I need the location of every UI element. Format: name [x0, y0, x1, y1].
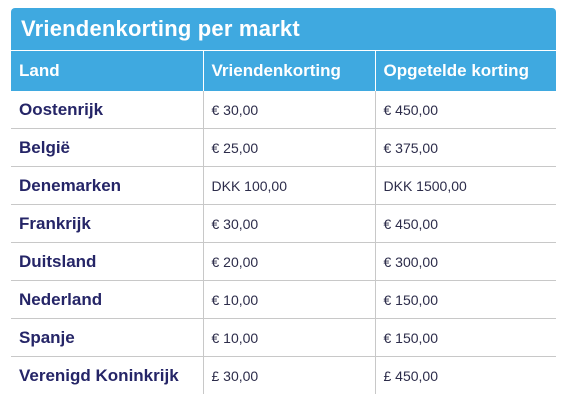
- cell-vriendenkorting: € 30,00: [203, 91, 376, 129]
- cell-vriendenkorting: € 20,00: [203, 242, 376, 281]
- cell-land: België: [11, 128, 204, 167]
- table-row: Duitsland € 20,00 € 300,00: [11, 242, 556, 281]
- table-row: Denemarken DKK 100,00 DKK 1500,00: [11, 166, 556, 205]
- cell-vriendenkorting: € 10,00: [203, 280, 376, 319]
- cell-opgetelde-korting: € 300,00: [375, 242, 556, 281]
- cell-opgetelde-korting: € 150,00: [375, 318, 556, 357]
- cell-land: Denemarken: [11, 166, 204, 205]
- cell-opgetelde-korting: € 450,00: [375, 204, 556, 243]
- cell-land: Verenigd Koninkrijk: [11, 356, 204, 394]
- cell-land: Spanje: [11, 318, 204, 357]
- cell-land: Duitsland: [11, 242, 204, 281]
- cell-opgetelde-korting: € 375,00: [375, 128, 556, 167]
- cell-vriendenkorting: € 10,00: [203, 318, 376, 357]
- cell-opgetelde-korting: DKK 1500,00: [375, 166, 556, 205]
- cell-land: Frankrijk: [11, 204, 204, 243]
- table-title-bar: Vriendenkorting per markt: [11, 8, 556, 50]
- table-row: Oostenrijk € 30,00 € 450,00: [11, 91, 556, 129]
- table-row: België € 25,00 € 375,00: [11, 128, 556, 167]
- table-row: Verenigd Koninkrijk £ 30,00 £ 450,00: [11, 356, 556, 394]
- cell-opgetelde-korting: £ 450,00: [383, 367, 439, 384]
- cell-land: Oostenrijk: [11, 91, 204, 129]
- cell-opgetelde-korting: € 450,00: [375, 91, 556, 129]
- table-row: Nederland € 10,00 € 150,00: [11, 280, 556, 319]
- cell-vriendenkorting: € 25,00: [203, 128, 376, 167]
- cell-vriendenkorting: £ 30,00: [203, 356, 376, 394]
- cell-land: Nederland: [11, 280, 204, 319]
- discount-table-card: Vriendenkorting per markt Land Vriendenk…: [11, 8, 556, 394]
- column-header-land: Land: [11, 50, 204, 91]
- column-header-opgetelde-korting: Opgetelde korting: [375, 50, 556, 91]
- cell-vriendenkorting: DKK 100,00: [203, 166, 376, 205]
- column-header-vriendenkorting: Vriendenkorting: [203, 50, 376, 91]
- table-title: Vriendenkorting per markt: [21, 16, 300, 41]
- discount-table: Land Vriendenkorting Opgetelde korting O…: [11, 50, 556, 394]
- cell-vriendenkorting: € 30,00: [203, 204, 376, 243]
- cell-opgetelde-korting: € 150,00: [375, 280, 556, 319]
- table-header-row: Land Vriendenkorting Opgetelde korting: [11, 50, 556, 91]
- table-row: Spanje € 10,00 € 150,00: [11, 318, 556, 357]
- table-row: Frankrijk € 30,00 € 450,00: [11, 204, 556, 243]
